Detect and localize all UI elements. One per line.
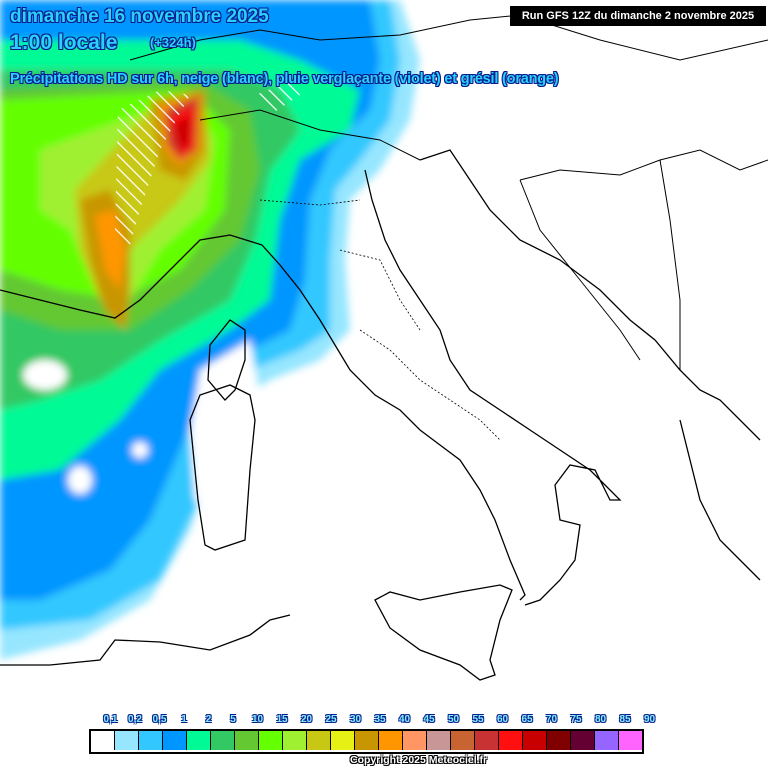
legend-swatch (259, 731, 283, 750)
forecast-date: dimanche 16 novembre 2025 (10, 6, 269, 27)
legend-swatch (379, 731, 403, 750)
legend-label: 0,5 (152, 714, 167, 725)
legend-label: 30 (349, 714, 362, 725)
legend-label: 2 (205, 714, 212, 725)
region-borders (259, 199, 501, 441)
precip-field (0, 0, 420, 660)
legend-label: 0,2 (128, 714, 142, 725)
legend-swatch (403, 731, 427, 750)
legend-label: 35 (374, 714, 386, 725)
coastlines (0, 149, 761, 681)
legend-swatch (499, 731, 523, 750)
legend-label: 85 (619, 714, 631, 725)
legend-swatch (235, 731, 259, 750)
legend-label: 90 (643, 714, 656, 725)
legend-swatch (307, 731, 331, 750)
legend-swatch (187, 731, 211, 750)
legend-label: 10 (251, 714, 264, 725)
legend-swatch (523, 731, 547, 750)
map-subtitle: Précipitations HD sur 6h, neige (blanc),… (10, 71, 559, 87)
legend-label: 0,1 (103, 714, 118, 725)
legend-swatch (283, 731, 307, 750)
legend-label: 65 (521, 714, 533, 725)
legend-label: 55 (472, 714, 484, 725)
legend-swatch (571, 731, 595, 750)
legend-label: 15 (276, 714, 288, 725)
legend-swatch (139, 731, 163, 750)
legend-swatch (163, 731, 187, 750)
legend-label: 25 (325, 714, 337, 725)
run-info-box: Run GFS 12Z du dimanche 2 novembre 2025 (510, 6, 766, 26)
legend-swatch (475, 731, 499, 750)
snow-hatch-areas (115, 80, 300, 245)
color-legend (89, 729, 644, 754)
legend-swatch (595, 731, 619, 750)
legend-label: 80 (594, 714, 607, 725)
legend-swatch (451, 731, 475, 750)
legend-label: 50 (447, 714, 460, 725)
legend-swatch (91, 731, 115, 750)
legend-label: 40 (398, 714, 411, 725)
legend-label: 60 (496, 714, 509, 725)
legend-swatch (115, 731, 139, 750)
legend-swatch (211, 731, 235, 750)
legend-label: 5 (230, 714, 236, 725)
copyright-text: Copyright 2025 Meteociel.fr (350, 754, 488, 766)
legend-label: 75 (570, 714, 582, 725)
legend-label: 70 (545, 714, 558, 725)
legend-swatch (355, 731, 379, 750)
country-borders (129, 14, 768, 370)
legend-label: 1 (181, 714, 187, 725)
legend-label: 20 (300, 714, 313, 725)
forecast-time: 1:00 locale (10, 31, 118, 54)
legend-label: 45 (423, 714, 435, 725)
legend-swatch (619, 731, 642, 750)
legend-swatch (427, 731, 451, 750)
forecast-offset: (+324h) (150, 35, 196, 50)
legend-swatch (547, 731, 571, 750)
legend-swatch (331, 731, 355, 750)
